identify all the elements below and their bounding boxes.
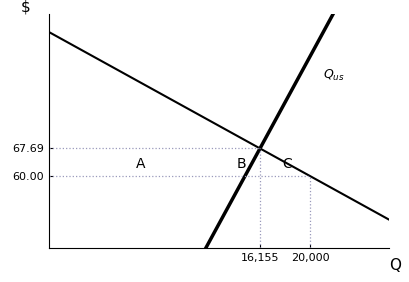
Text: C: C (282, 157, 292, 171)
Text: B: B (236, 157, 246, 171)
Text: A: A (136, 157, 145, 171)
Text: $Q_{us}$: $Q_{us}$ (323, 68, 345, 83)
X-axis label: Q: Q (389, 257, 401, 272)
Y-axis label: $: $ (20, 0, 30, 14)
